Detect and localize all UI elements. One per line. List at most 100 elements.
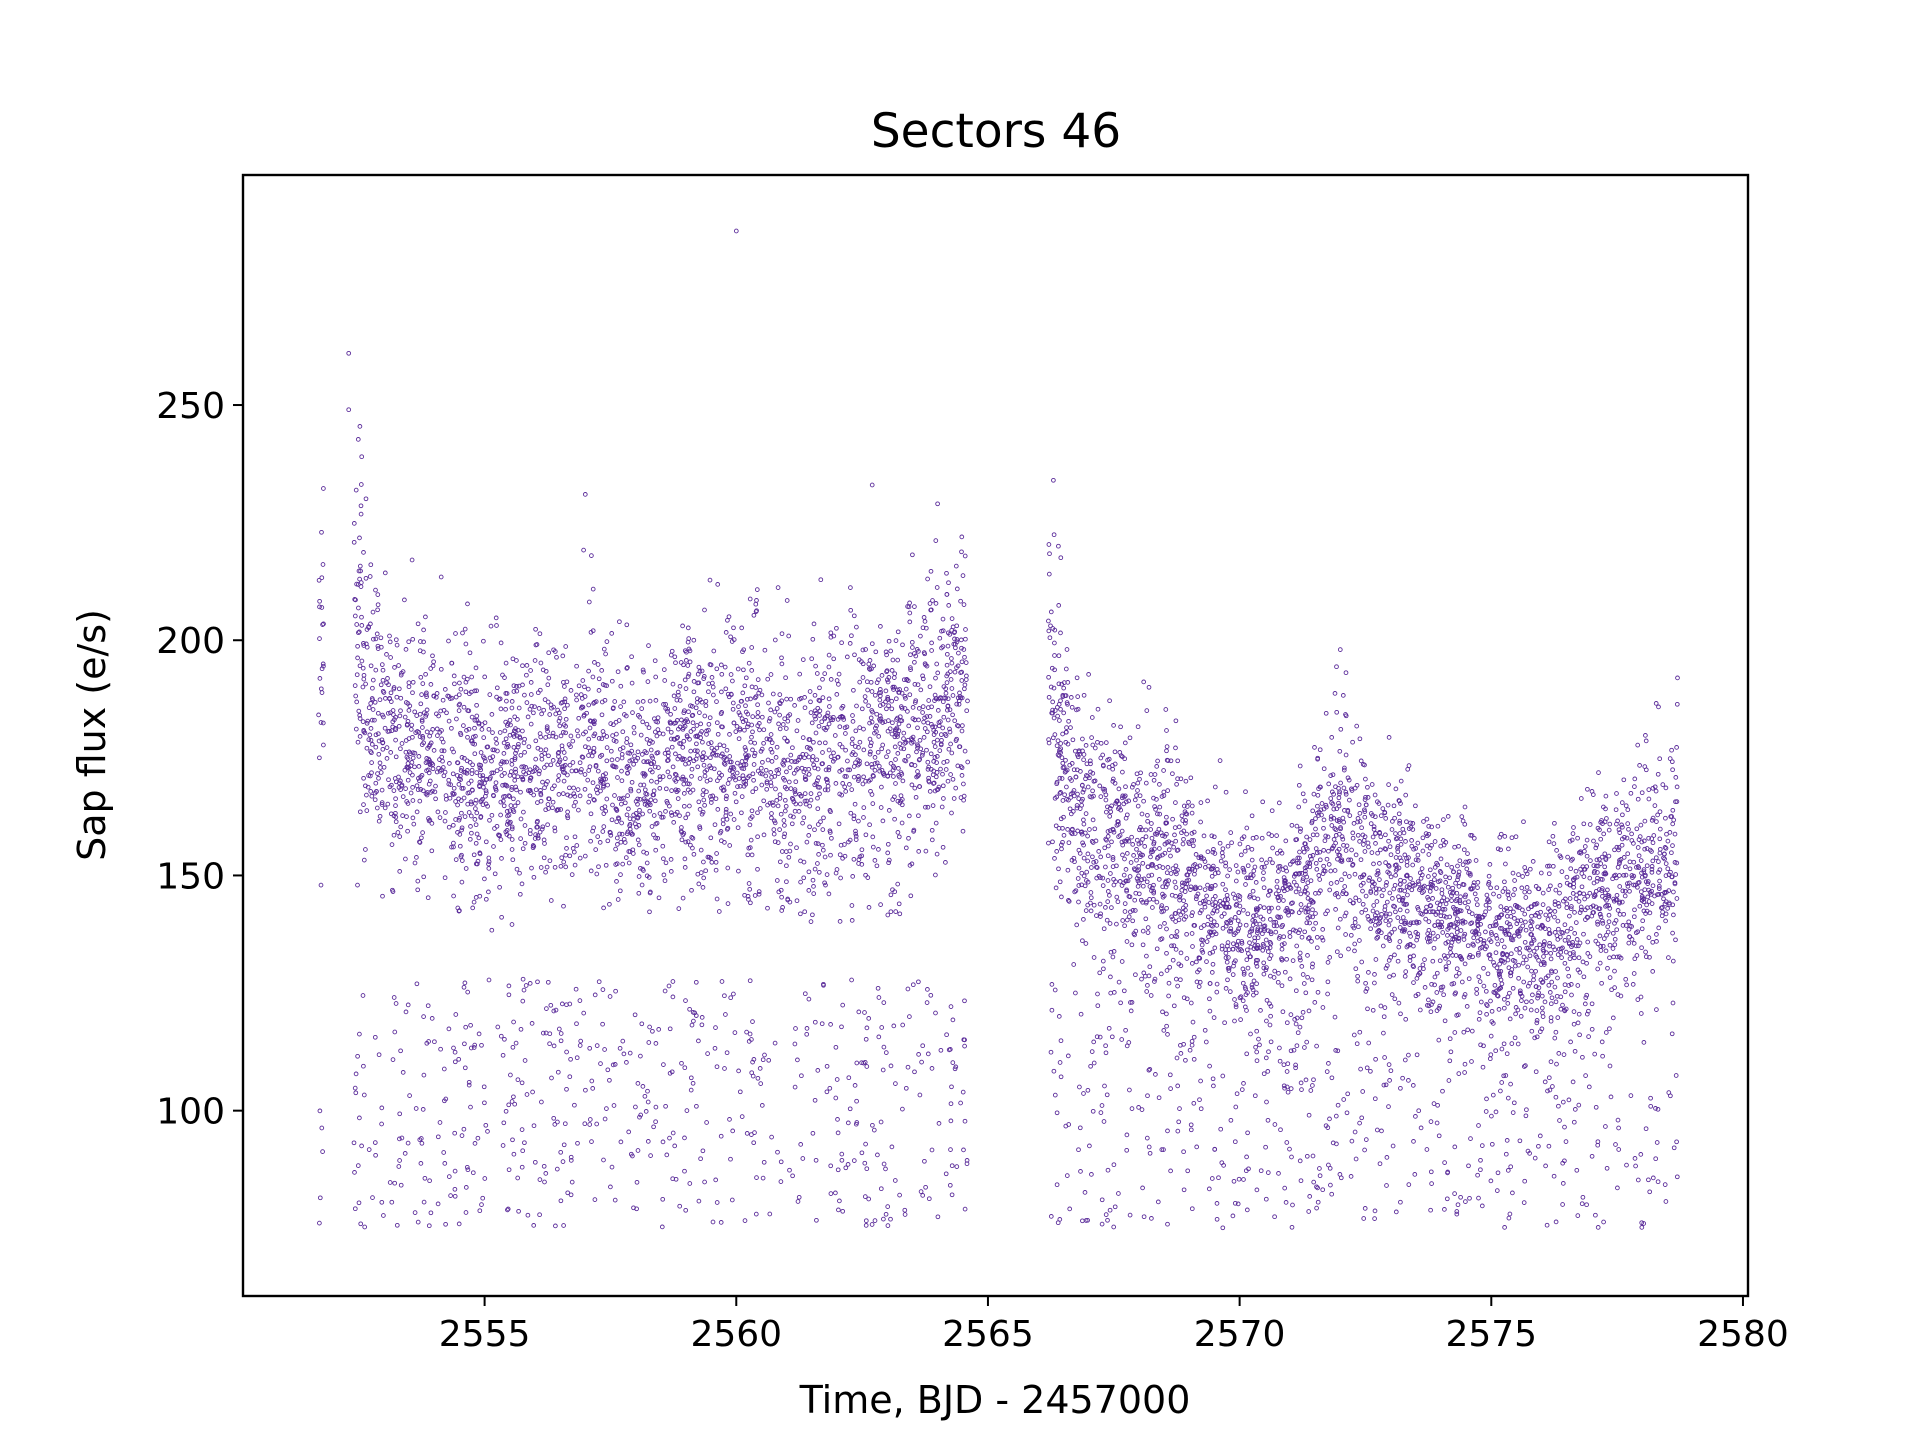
data-point [360,719,366,724]
data-point [728,691,734,697]
data-point [483,788,489,794]
data-point [1340,891,1345,896]
data-point [655,835,661,841]
data-point [1598,948,1604,953]
data-point [725,691,731,697]
data-point [1498,968,1504,974]
data-point [1237,922,1243,928]
data-point [672,706,678,711]
data-point [504,809,510,814]
data-point [446,638,451,644]
data-point [1360,901,1366,907]
data-point [515,1175,521,1181]
data-point [917,1092,923,1098]
data-point [1617,912,1623,917]
data-point [583,744,588,750]
data-point [373,744,379,750]
data-point [521,740,527,746]
data-point [811,884,816,889]
data-point [961,647,967,652]
data-point [956,698,962,704]
data-point [856,745,861,750]
data-point [679,837,685,843]
data-point [792,759,798,765]
data-point [1242,1004,1248,1010]
data-point [567,1074,573,1080]
data-point [1488,930,1494,935]
data-point [655,715,661,721]
data-point [890,657,896,663]
data-point [472,751,478,757]
data-point [402,597,407,603]
data-point [631,725,637,730]
data-point [375,592,381,597]
data-point [1552,1035,1558,1041]
data-point [555,778,561,783]
data-point [1649,888,1654,894]
data-point [473,733,478,739]
data-point [768,770,774,775]
data-point [884,652,889,658]
data-point [788,752,794,758]
data-point [917,737,923,743]
data-point [533,787,539,793]
data-point [929,721,934,727]
data-point [1616,827,1622,833]
data-point [428,790,434,795]
data-point [1294,943,1300,949]
data-point [589,1139,594,1144]
data-point [399,782,405,788]
data-point [1257,945,1263,951]
data-point [640,866,646,872]
data-point [441,773,447,779]
data-point [1455,874,1461,880]
data-point [539,711,544,717]
data-point [1049,665,1055,671]
data-point [1531,902,1537,907]
data-point [908,652,913,658]
data-point [815,1068,821,1073]
data-point [1649,866,1655,872]
data-point [949,1084,954,1090]
data-point [1322,838,1328,844]
data-point [918,1189,924,1194]
data-point [621,795,626,801]
data-point [1204,893,1209,899]
data-point [813,663,818,669]
data-point [876,1034,882,1040]
data-point [1404,863,1410,868]
data-point [725,781,731,786]
data-point [822,787,828,793]
data-point [406,736,412,741]
data-point [1606,919,1612,925]
data-point [959,669,965,675]
data-point [783,726,789,731]
data-point [736,868,741,874]
data-point [1374,915,1380,921]
data-point [628,786,634,792]
data-point [1484,892,1490,898]
data-point [477,773,483,778]
data-point [423,614,428,620]
data-point [556,750,562,755]
data-point [490,730,495,735]
data-point [962,1037,967,1043]
data-point [538,660,544,666]
data-point [621,1051,627,1057]
data-point [779,849,785,854]
data-point [1559,869,1565,874]
data-point [712,1045,718,1051]
data-point [492,871,498,877]
data-point [423,714,429,719]
data-point [1232,895,1238,901]
data-point [1145,925,1151,930]
data-point [498,706,504,712]
data-point [506,1167,512,1173]
data-point [1057,791,1063,796]
data-point [359,454,365,460]
data-point [1141,679,1147,685]
data-point [794,898,800,904]
data-point [776,721,781,727]
data-point [582,684,587,690]
data-point [419,835,424,841]
